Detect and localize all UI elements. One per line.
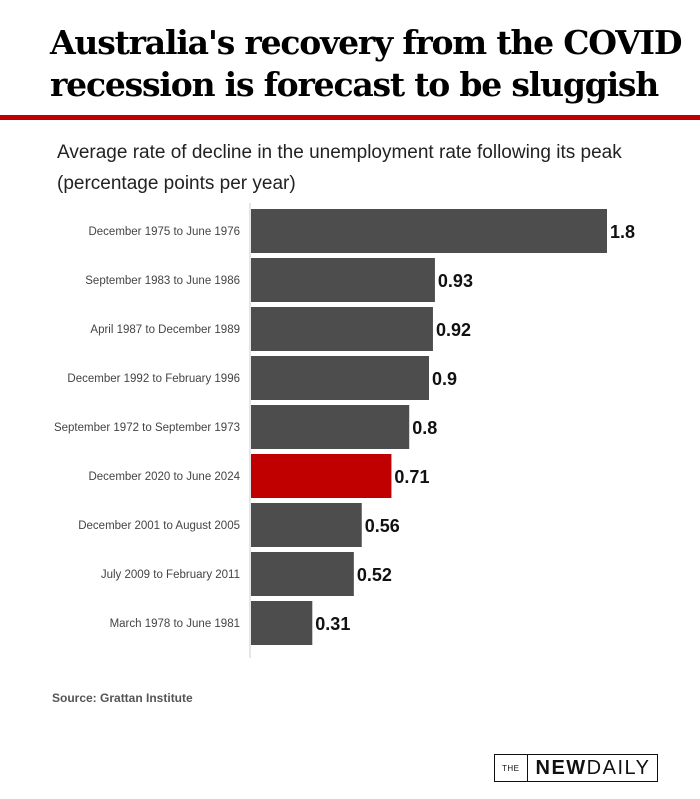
value-label: 0.92 (436, 320, 471, 340)
chart-title: Australia's recovery from the COVID rece… (50, 23, 683, 104)
logo-wordmark: NEW DAILY (528, 755, 657, 781)
bar (251, 258, 435, 302)
bar (251, 503, 362, 547)
value-label: 0.56 (365, 516, 400, 536)
category-label: December 1975 to June 1976 (88, 226, 240, 238)
category-label: December 2001 to August 2005 (78, 520, 240, 532)
value-label: 0.31 (315, 614, 350, 634)
category-label: September 1983 to June 1986 (85, 275, 240, 287)
category-label: December 2020 to June 2024 (88, 471, 240, 483)
bar-highlight (251, 454, 392, 498)
chart-subtitle: Average rate of decline in the unemploym… (57, 142, 622, 194)
bar-chart: December 1975 to June 1976 1.8 September 1… (54, 203, 635, 658)
logo-the: THE (495, 755, 528, 781)
bar (251, 601, 313, 645)
category-label: July 2009 to February 2011 (101, 569, 240, 581)
logo-daily: DAILY (586, 756, 651, 779)
category-label: December 1992 to February 1996 (67, 373, 240, 385)
category-label: March 1978 to June 1981 (110, 618, 240, 630)
value-label: 0.9 (432, 369, 457, 389)
bar (251, 405, 410, 449)
logo-new: NEW (535, 756, 587, 779)
title-divider (0, 115, 700, 120)
value-label: 0.93 (438, 271, 473, 291)
newdaily-logo: THE NEW DAILY (494, 754, 658, 782)
bar (251, 356, 429, 400)
bar (251, 307, 433, 351)
category-label: September 1972 to September 1973 (54, 422, 240, 434)
bar (251, 552, 354, 596)
value-label: 1.8 (610, 222, 635, 242)
bar (251, 209, 607, 253)
value-label: 0.8 (412, 418, 437, 438)
category-label: April 1987 to December 1989 (90, 324, 240, 336)
value-label: 0.52 (357, 565, 392, 585)
source-note: Source: Grattan Institute (52, 691, 193, 705)
value-label: 0.71 (394, 467, 429, 487)
